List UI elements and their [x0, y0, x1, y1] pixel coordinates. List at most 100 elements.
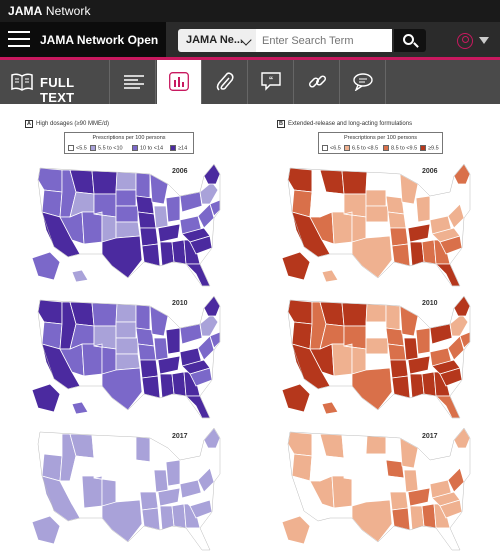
- journal-title[interactable]: JAMA Network Open: [40, 33, 159, 47]
- state-region: [135, 459, 155, 479]
- state-region: [91, 434, 118, 459]
- state-region: [141, 243, 161, 267]
- legend-item: ≥14: [170, 145, 187, 151]
- state-region: [282, 515, 311, 545]
- tab-abstract[interactable]: [111, 60, 156, 104]
- state-region: [101, 367, 143, 411]
- state-region: [91, 170, 118, 195]
- bar-chart-icon: [169, 72, 189, 91]
- state-region: [139, 491, 159, 511]
- state-region: [453, 427, 471, 449]
- state-region: [409, 505, 425, 531]
- tab-full-text[interactable]: FULL TEXT: [0, 60, 110, 105]
- state-region: [32, 251, 61, 281]
- year-label: 2010: [172, 300, 188, 307]
- user-icon[interactable]: [457, 33, 473, 49]
- tab-citation[interactable]: “: [249, 60, 294, 104]
- state-region: [429, 455, 453, 477]
- state-region: [341, 170, 368, 195]
- state-region: [365, 469, 389, 487]
- state-region: [449, 445, 469, 469]
- state-region: [403, 337, 419, 361]
- state-region: [203, 163, 221, 185]
- legend-item: 6.5 to <8.5: [344, 145, 378, 151]
- state-region: [385, 436, 401, 463]
- state-region: [407, 355, 431, 375]
- state-region: [365, 189, 387, 207]
- state-region: [287, 299, 313, 325]
- state-region: [159, 505, 175, 531]
- state-region: [137, 343, 157, 361]
- state-region: [351, 367, 393, 411]
- state-region: [403, 205, 419, 229]
- hamburger-icon[interactable]: [8, 31, 30, 48]
- state-region: [135, 195, 155, 215]
- state-region: [331, 343, 353, 377]
- state-region: [135, 304, 151, 331]
- state-region: [203, 427, 221, 449]
- search-button[interactable]: [394, 29, 426, 52]
- tab-figures[interactable]: [157, 60, 202, 104]
- menu-button[interactable]: JAMA Network Open: [0, 22, 166, 57]
- state-region: [159, 241, 175, 267]
- state-region: [415, 195, 431, 223]
- map-b-2017: [282, 427, 471, 551]
- legend-item: ≥9.5: [420, 145, 439, 151]
- state-region: [387, 475, 407, 493]
- state-region: [365, 303, 387, 323]
- state-region: [449, 181, 469, 205]
- tab-supplements[interactable]: [203, 60, 248, 104]
- search-input[interactable]: [256, 29, 392, 52]
- state-region: [115, 171, 137, 191]
- state-region: [403, 469, 419, 493]
- state-region: [321, 401, 339, 415]
- state-region: [32, 383, 61, 413]
- state-region: [71, 269, 89, 283]
- state-region: [351, 499, 393, 543]
- state-region: [71, 533, 89, 547]
- state-region: [115, 221, 141, 239]
- journal-select[interactable]: JAMA Ne...: [178, 29, 256, 52]
- search-icon: [403, 34, 414, 45]
- figure-choropleth-maps: A High dosages (≥90 MME/d) B Extended-rele…: [0, 104, 500, 556]
- state-region: [115, 353, 141, 371]
- state-region: [139, 227, 159, 247]
- svg-text:“: “: [269, 75, 274, 85]
- tab-related[interactable]: [295, 60, 340, 104]
- map-a-2006: [32, 163, 221, 287]
- state-region: [165, 195, 181, 223]
- quote-icon: “: [261, 72, 281, 91]
- tab-comments[interactable]: [341, 60, 386, 104]
- caret-down-icon[interactable]: [479, 37, 489, 44]
- panel-b-label: B Extended-release and long-acting formul…: [277, 120, 413, 128]
- state-region: [351, 235, 393, 279]
- state-region: [165, 327, 181, 355]
- legend-item: 10 to <14: [132, 145, 163, 151]
- state-region: [81, 475, 103, 509]
- state-region: [159, 373, 175, 399]
- state-region: [341, 302, 368, 327]
- state-region: [282, 383, 311, 413]
- state-region: [185, 263, 211, 287]
- state-region: [32, 515, 61, 545]
- jama-network-logo[interactable]: JAMA Network: [8, 4, 91, 18]
- state-region: [115, 337, 139, 355]
- paperclip-icon: [216, 72, 234, 91]
- country-outline: [37, 427, 221, 551]
- state-region: [135, 172, 151, 199]
- state-region: [115, 321, 137, 339]
- legend-panel-b: Prescriptions per 100 persons <6.5 6.5 t…: [318, 132, 443, 154]
- state-region: [409, 241, 425, 267]
- year-label: 2017: [422, 433, 438, 440]
- state-region: [453, 163, 471, 185]
- link-icon: [308, 75, 327, 88]
- state-region: [389, 491, 409, 511]
- state-region: [37, 299, 63, 325]
- country-outline: [37, 295, 221, 419]
- state-region: [157, 223, 181, 243]
- map-b-2010: [282, 295, 471, 419]
- book-icon: [11, 73, 33, 91]
- state-region: [365, 353, 391, 371]
- state-region: [135, 436, 151, 463]
- state-region: [287, 167, 313, 193]
